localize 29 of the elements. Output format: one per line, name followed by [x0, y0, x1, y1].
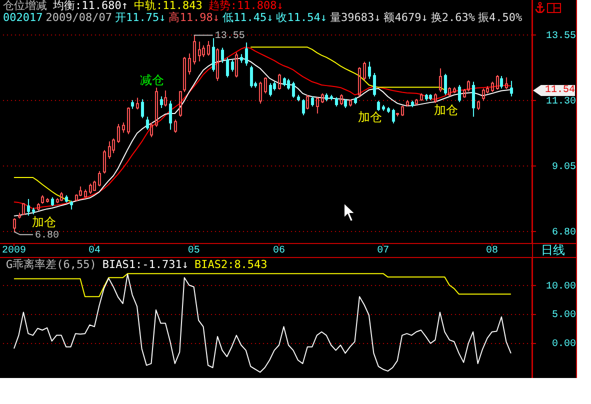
y-tick-label: 5.00	[552, 310, 576, 322]
x-tick-label: 05	[188, 246, 200, 257]
series-label: BIAS2:8.543	[194, 258, 268, 271]
text: 均衡:11.680↑	[53, 0, 128, 12]
annotation: 加仓	[358, 110, 382, 124]
y-tick-label: 10.00	[546, 281, 576, 292]
y-tick-label: 11.30	[546, 96, 576, 108]
chart-title: 仓位增减	[3, 0, 47, 12]
y-tick-label: 0.00	[552, 339, 576, 350]
x-tick-label: 2009	[2, 246, 26, 257]
annotation: 减仓	[140, 73, 164, 87]
y-tick-label: 6.80	[552, 227, 576, 238]
text: 中轨:11.843	[134, 0, 202, 12]
text: 11.54	[533, 85, 575, 96]
chart-title: G乖离率差(6,55)	[6, 258, 96, 271]
annotation: 13.55	[214, 30, 245, 42]
x-tick-label: 06	[273, 246, 286, 257]
x-tick-label: 08	[486, 246, 498, 257]
y-tick-label: 9.05	[552, 162, 576, 173]
annotation: 加仓	[434, 103, 458, 117]
text: 002017 2009/08/07 开11.75↓ 高11.98↓ 低11.45↓ 收11.54↓ 量39683↓ 额4679↓ 换2.63% 振4.50%	[3, 11, 522, 24]
annotation: 6.80	[34, 230, 59, 242]
text: 趋势:11.808↓	[208, 0, 284, 12]
x-tick-label: 07	[377, 246, 390, 257]
annotation: 加仓	[32, 215, 56, 229]
y-tick-label: 13.55	[546, 30, 576, 42]
x-tick-label: 04	[88, 246, 100, 257]
text: 日线	[541, 243, 565, 257]
series-label: BIAS1:-1.731↓	[102, 258, 188, 271]
